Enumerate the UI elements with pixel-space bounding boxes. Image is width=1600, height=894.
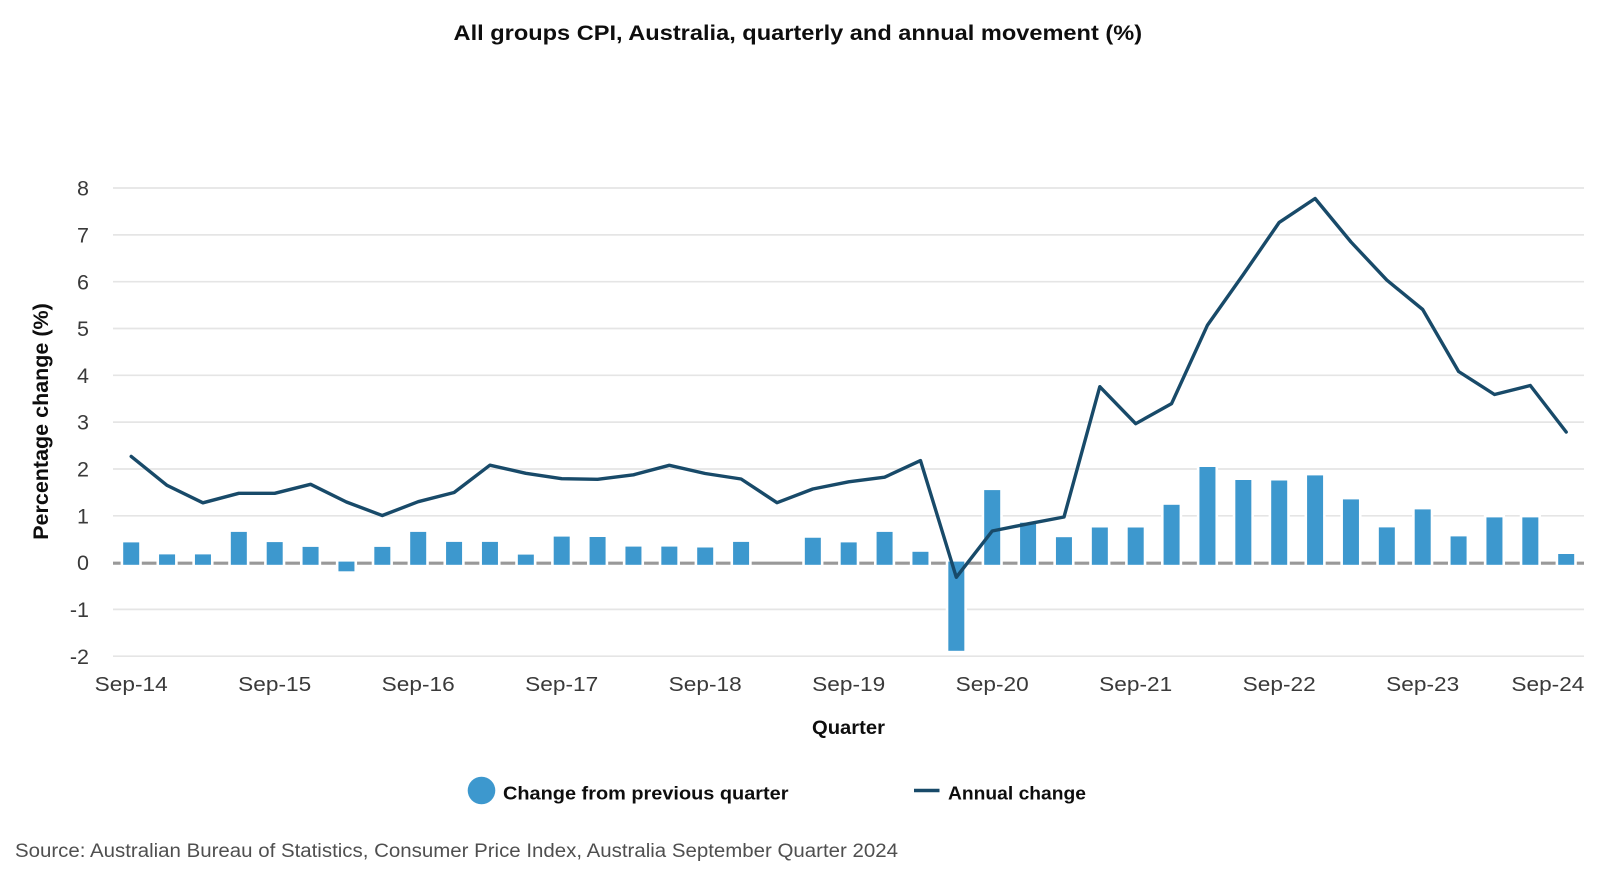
svg-text:Annual change: Annual change	[948, 783, 1086, 804]
svg-text:3: 3	[77, 411, 89, 435]
svg-text:Change from previous quarter: Change from previous quarter	[503, 783, 789, 804]
svg-text:5: 5	[77, 317, 89, 341]
svg-text:Percentage change (%): Percentage change (%)	[29, 303, 53, 540]
svg-text:Sep-21: Sep-21	[1099, 673, 1172, 696]
svg-text:Sep-19: Sep-19	[812, 673, 885, 696]
svg-text:Source: Australian Bureau of S: Source: Australian Bureau of Statistics,…	[15, 841, 898, 862]
svg-text:-2: -2	[70, 645, 89, 669]
svg-text:8: 8	[77, 177, 89, 201]
svg-text:Sep-17: Sep-17	[525, 673, 598, 696]
svg-text:4: 4	[77, 364, 89, 388]
svg-text:Sep-15: Sep-15	[238, 673, 311, 696]
svg-text:1: 1	[77, 504, 89, 528]
svg-text:All groups CPI, Australia, qua: All groups CPI, Australia, quarterly and…	[454, 22, 1143, 45]
svg-text:Sep-23: Sep-23	[1386, 673, 1459, 696]
svg-text:Sep-22: Sep-22	[1243, 673, 1316, 696]
svg-text:2: 2	[77, 458, 89, 482]
svg-text:0: 0	[77, 551, 89, 575]
svg-text:Sep-24: Sep-24	[1511, 673, 1584, 696]
svg-text:-1: -1	[70, 598, 89, 622]
svg-text:Sep-16: Sep-16	[382, 673, 455, 696]
svg-text:Sep-20: Sep-20	[956, 673, 1029, 696]
svg-text:6: 6	[77, 270, 89, 294]
svg-text:Sep-18: Sep-18	[669, 673, 742, 696]
svg-text:Sep-14: Sep-14	[95, 673, 168, 696]
svg-text:7: 7	[77, 224, 89, 248]
svg-text:Quarter: Quarter	[812, 718, 886, 739]
